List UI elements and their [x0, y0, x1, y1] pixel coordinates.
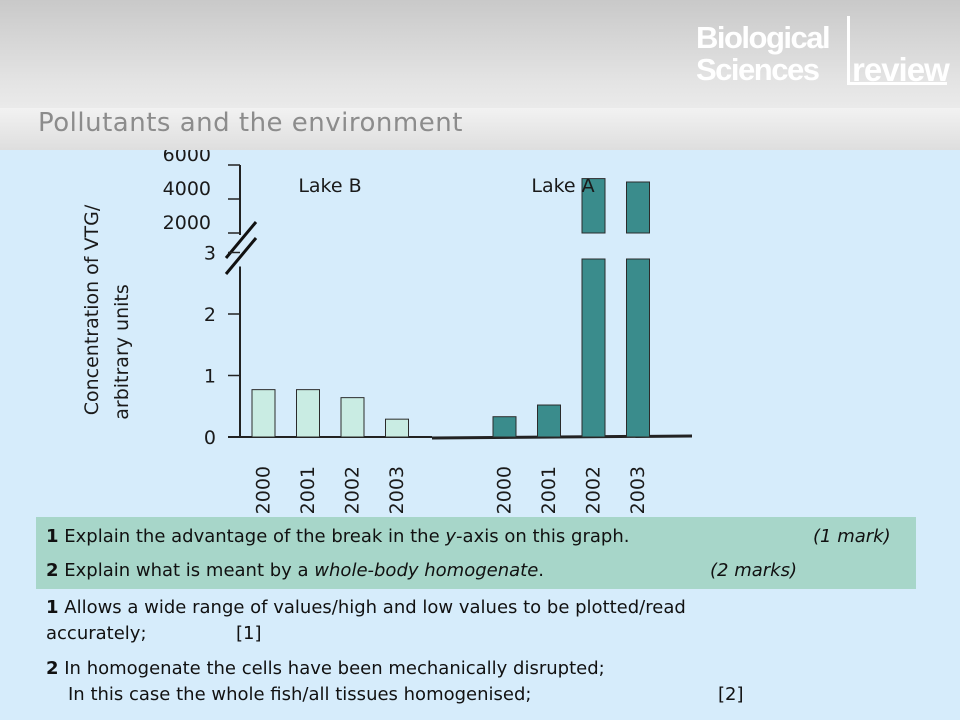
x-tick-labels: 2000 2001 2002 2003 2000 2001 2002 2003 [253, 466, 650, 514]
answer-2-text: In homogenate the cells have been mechan… [58, 658, 605, 679]
slide-title: Pollutants and the environment [38, 108, 463, 138]
x-tick-label: 2002 [342, 466, 364, 514]
question-2-text-em: whole-body homogenate [314, 560, 539, 581]
tick-labels: 0 1 2 3 2000 4000 6000 [163, 150, 240, 449]
answer-2-line-2: In this case the whole fish/all tissues … [68, 683, 744, 707]
question-1-text-b: -axis on this graph. [456, 526, 630, 547]
group-label: Lake B [298, 175, 361, 197]
question-2: 2 Explain what is meant by a whole-body … [46, 560, 797, 581]
answer-2-number: 2 [46, 658, 59, 679]
bar [581, 258, 606, 438]
x-axis-lake-a [431, 434, 693, 440]
logo-line-3: review [852, 51, 950, 88]
questions-box: 1 Explain the advantage of the break in … [36, 517, 916, 589]
answer-2-text-2: In this case the whole fish/all tissues … [68, 684, 532, 705]
question-2-marks: (2 marks) [710, 560, 797, 581]
answer-1-text-2: accurately; [46, 623, 147, 644]
y-tick-label: 0 [204, 427, 216, 449]
bar-upper-segment [626, 181, 650, 234]
bar [626, 258, 650, 438]
group-labels: Lake B Lake A [298, 175, 594, 197]
x-tick-label: 2000 [253, 466, 275, 514]
question-1-marks: (1 mark) [813, 526, 891, 547]
logo-underline [847, 82, 947, 85]
answer-1-text: Allows a wide range of values/high and l… [58, 597, 686, 618]
bar [492, 416, 517, 438]
vtg-bar-chart: Concentration of VTG/ arbitrary units 0 1… [81, 150, 693, 514]
bar [385, 418, 409, 438]
bar-upper-segment [581, 178, 606, 234]
answer-2-line-1: 2 In homogenate the cells have been mech… [46, 657, 605, 681]
bar [296, 389, 320, 438]
axis-break-mark-2 [224, 237, 258, 275]
y-tick-label: 1 [204, 366, 216, 388]
x-tick-label: 2003 [627, 466, 649, 514]
y-axis-label-line-2: arbitrary units [111, 284, 133, 420]
x-tick-label: 2002 [583, 466, 605, 514]
y-axis-label-line-1: Concentration of VTG/ [81, 204, 103, 415]
x-tick-label: 2003 [386, 466, 408, 514]
y-tick-label: 2 [204, 304, 216, 326]
question-2-text-a: Explain what is meant by a [58, 560, 315, 581]
answer-1-line-1: 1 Allows a wide range of values/high and… [46, 596, 686, 620]
logo-line-2: Sciences [696, 52, 820, 87]
logo-divider [847, 16, 850, 82]
question-1-text-y: y [445, 526, 457, 547]
answer-1-number: 1 [46, 597, 59, 618]
x-tick-label: 2000 [494, 466, 516, 514]
bar [340, 397, 365, 438]
title-bar [0, 108, 960, 150]
question-1-text-a: Explain the advantage of the break in th… [58, 526, 446, 547]
y-tick-label: 3 [204, 243, 216, 265]
answer-1-line-2: accurately; [1] [46, 622, 262, 646]
question-2-text-b: . [538, 560, 545, 581]
x-tick-label: 2001 [297, 466, 319, 514]
bars [251, 178, 650, 438]
question-1-number: 1 [46, 526, 59, 547]
axes [224, 165, 693, 440]
answer-2-mark: [2] [718, 684, 744, 705]
y-tick-label-upper: 2000 [163, 212, 211, 234]
answer-1-mark: [1] [236, 623, 262, 644]
y-tick-label-upper: 4000 [163, 178, 211, 200]
question-1: 1 Explain the advantage of the break in … [46, 526, 891, 547]
question-2-number: 2 [46, 560, 59, 581]
bar [251, 389, 276, 438]
biological-sciences-review-logo: Biological Sciences review [690, 16, 952, 86]
logo-line-1: Biological [696, 20, 831, 55]
group-label: Lake A [531, 175, 594, 197]
y-tick-label-upper: 6000 [163, 150, 211, 166]
bar [537, 404, 561, 438]
x-tick-label: 2001 [538, 466, 560, 514]
